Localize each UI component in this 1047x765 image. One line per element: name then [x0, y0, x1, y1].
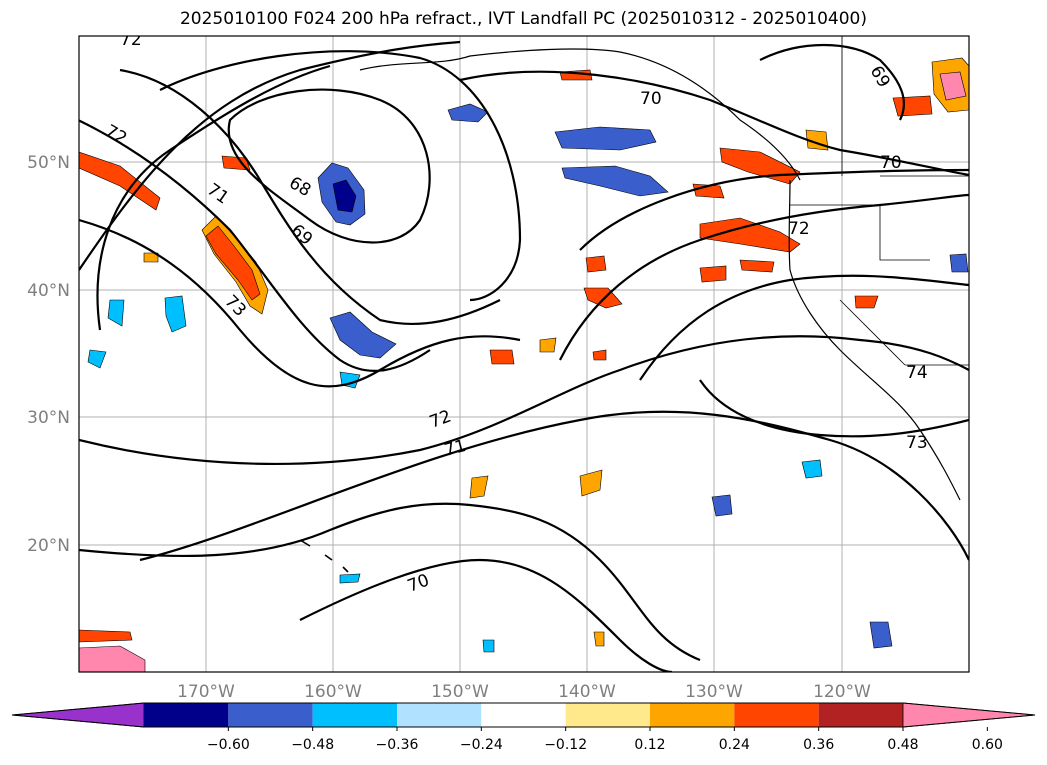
- contour-label: 70: [880, 153, 902, 173]
- coastlines: [299, 36, 969, 573]
- pink-blob-sw: [79, 645, 146, 672]
- colorbar-segment: [144, 703, 229, 727]
- colorbar-outline: [11, 702, 1036, 728]
- contour-label: 72: [120, 30, 142, 50]
- colorbar-tick-label: −0.60: [207, 737, 250, 753]
- lon-tick: 170°W: [177, 682, 235, 702]
- colorbar-segment: [818, 703, 903, 727]
- latitude-labels: 50°N 40°N 30°N 20°N: [27, 153, 70, 556]
- orange-coast-band: [699, 217, 801, 253]
- colorbar-tick-label: 0.48: [887, 737, 918, 753]
- map-title: 2025010100 F024 200 hPa refract., IVT La…: [179, 9, 867, 29]
- contour-68: [227, 88, 431, 244]
- colorbar-tick-label: −0.24: [460, 737, 503, 753]
- blue-blob-north: [554, 126, 657, 151]
- colorbar-segment: [312, 703, 397, 727]
- lon-tick: 160°W: [304, 682, 362, 702]
- colorbar-tick-label: 0.60: [972, 737, 1003, 753]
- colorbar-tick-label: −0.36: [376, 737, 419, 753]
- colorbar-segment: [228, 703, 313, 727]
- colorbar-segment: [650, 703, 735, 727]
- colorbar-tick-label: −0.12: [544, 737, 587, 753]
- colorbar: −0.60 −0.48 −0.36 −0.24 −0.12 0.12 0.24 0.36 0.4…: [11, 702, 1036, 753]
- darkblue-core: [332, 179, 357, 213]
- refractivity-anomaly-fills: [79, 57, 969, 672]
- lat-tick: 20°N: [27, 536, 70, 556]
- contour-label: 74: [906, 363, 928, 383]
- lon-tick: 130°W: [685, 682, 743, 702]
- colorbar-segment: [481, 703, 566, 727]
- contour-label: 70: [640, 89, 662, 109]
- lat-tick: 30°N: [27, 408, 70, 428]
- colorbar-tick-label: −0.48: [291, 737, 334, 753]
- colorbar-tick-label: 0.24: [719, 737, 750, 753]
- lon-tick: 140°W: [558, 682, 616, 702]
- refractivity-contours: [79, 40, 969, 672]
- map-panel: 72 72 71 68 69 73 70 69 70 72 72 71 70 7…: [79, 30, 969, 672]
- colorbar-extend-high: [902, 702, 1036, 728]
- colorbar-segment: [565, 703, 650, 727]
- colorbar-tick-label: 0.12: [634, 737, 665, 753]
- contour-label: 72: [788, 219, 810, 239]
- lon-tick: 150°W: [431, 682, 489, 702]
- colorbar-tick-label: 0.36: [803, 737, 834, 753]
- colorbar-segment: [397, 703, 482, 727]
- lat-tick: 50°N: [27, 153, 70, 173]
- lat-tick: 40°N: [27, 281, 70, 301]
- colorbar-extend-low: [11, 702, 145, 728]
- lon-tick: 120°W: [813, 682, 871, 702]
- contour-label: 73: [906, 433, 928, 453]
- longitude-labels: 170°W 160°W 150°W 140°W 130°W 120°W: [177, 682, 871, 702]
- gridlines: [79, 36, 969, 672]
- colorbar-segment: [734, 703, 819, 727]
- map-frame: [78, 35, 970, 673]
